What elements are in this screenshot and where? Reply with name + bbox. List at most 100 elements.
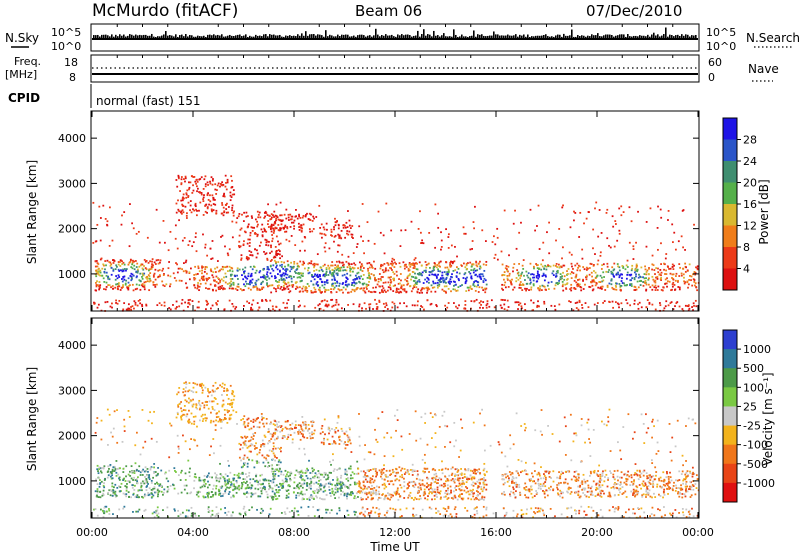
power-cell <box>669 272 672 275</box>
velocity-cell <box>303 436 306 439</box>
velocity-cell <box>201 485 204 488</box>
nsky-label: N.Sky <box>5 31 39 45</box>
power-cell <box>635 288 638 291</box>
power-cell <box>346 278 349 281</box>
nsky-bar <box>169 35 171 38</box>
power-cell <box>631 277 634 280</box>
power-cell <box>254 281 257 284</box>
velocity-cell <box>326 474 329 477</box>
power-cell <box>390 229 393 232</box>
velocity-cell <box>358 482 361 485</box>
velocity-cell <box>387 475 389 478</box>
power-cell <box>398 278 400 280</box>
power-cell <box>217 182 220 185</box>
power-cell <box>271 240 274 243</box>
power-cell <box>245 282 248 285</box>
power-cell <box>445 281 447 284</box>
power-cell <box>180 176 183 178</box>
velocity-cell <box>306 467 308 470</box>
nsky-bar <box>683 35 685 38</box>
power-cell <box>219 288 221 290</box>
power-cell <box>223 287 226 290</box>
power-cell <box>613 245 616 248</box>
velocity-cell <box>367 475 370 478</box>
velocity-cell <box>299 431 302 433</box>
power-cell <box>412 284 415 287</box>
nsky-bar <box>689 36 691 38</box>
velocity-cell <box>197 495 200 498</box>
velocity-cell <box>327 482 330 485</box>
power-cell <box>241 213 243 216</box>
power-cell <box>615 288 618 291</box>
power-cell <box>369 303 372 306</box>
velocity-cell <box>214 398 217 400</box>
power-cell <box>137 300 140 302</box>
power-cell <box>467 289 470 292</box>
velocity-cell <box>246 456 249 459</box>
power-cell <box>349 274 352 277</box>
velocity-cell <box>185 383 188 385</box>
velocity-cell <box>300 477 303 480</box>
power-cell <box>311 230 314 233</box>
power-cell <box>185 286 188 289</box>
velocity-cell <box>227 403 229 405</box>
velocity-cell <box>281 479 284 482</box>
velocity-cell <box>309 437 312 440</box>
velocity-cell <box>214 491 217 494</box>
power-cell <box>278 308 281 311</box>
power-cell <box>203 194 205 197</box>
power-cell <box>307 269 309 272</box>
velocity-cell <box>375 491 377 494</box>
nave-tick-top: 60 <box>708 56 722 69</box>
nsky-bar <box>411 36 413 38</box>
velocity-cell <box>334 484 337 487</box>
power-cell <box>476 269 479 272</box>
power-cell <box>412 262 415 265</box>
power-cell <box>433 273 435 276</box>
power-cell <box>206 211 208 214</box>
power-cell <box>182 211 185 214</box>
velocity-cell <box>210 419 212 422</box>
power-cell <box>530 286 533 289</box>
velocity-cell <box>453 481 456 484</box>
power-cell <box>226 265 229 268</box>
power-cell <box>102 277 105 280</box>
power-cell <box>408 263 411 266</box>
velocity-cell <box>343 492 346 495</box>
power-colorbar-swatch <box>723 268 737 291</box>
power-cell <box>270 226 273 229</box>
power-cell <box>232 305 235 308</box>
power-cell <box>453 302 455 304</box>
velocity-cell <box>257 488 260 491</box>
velocity-cell <box>396 491 399 494</box>
power-cell <box>688 307 691 310</box>
power-cell <box>537 277 540 280</box>
velocity-cell <box>207 492 210 495</box>
power-cell <box>592 288 595 291</box>
power-cell <box>655 267 658 270</box>
velocity-cell <box>223 383 226 386</box>
velocity-cell <box>210 411 212 414</box>
power-cell <box>219 279 222 282</box>
power-cell <box>372 274 375 277</box>
power-cell <box>642 284 645 287</box>
power-cell <box>615 285 617 288</box>
power-cell <box>349 227 352 229</box>
velocity-cell <box>307 428 310 431</box>
velocity-cell <box>135 469 138 472</box>
power-cell <box>626 273 629 276</box>
velocity-cell <box>122 478 125 481</box>
power-cell <box>300 274 303 277</box>
power-cell <box>368 272 371 274</box>
velocity-cell <box>437 482 439 485</box>
power-cell <box>633 277 636 279</box>
velocity-cell <box>111 485 114 488</box>
power-cell <box>103 270 106 273</box>
power-cell <box>103 281 106 283</box>
power-cell <box>684 304 687 307</box>
velocity-cell <box>252 478 255 481</box>
power-cell <box>528 289 530 291</box>
power-cell <box>598 281 601 283</box>
power-cell <box>187 196 190 198</box>
power-cell <box>223 276 225 279</box>
